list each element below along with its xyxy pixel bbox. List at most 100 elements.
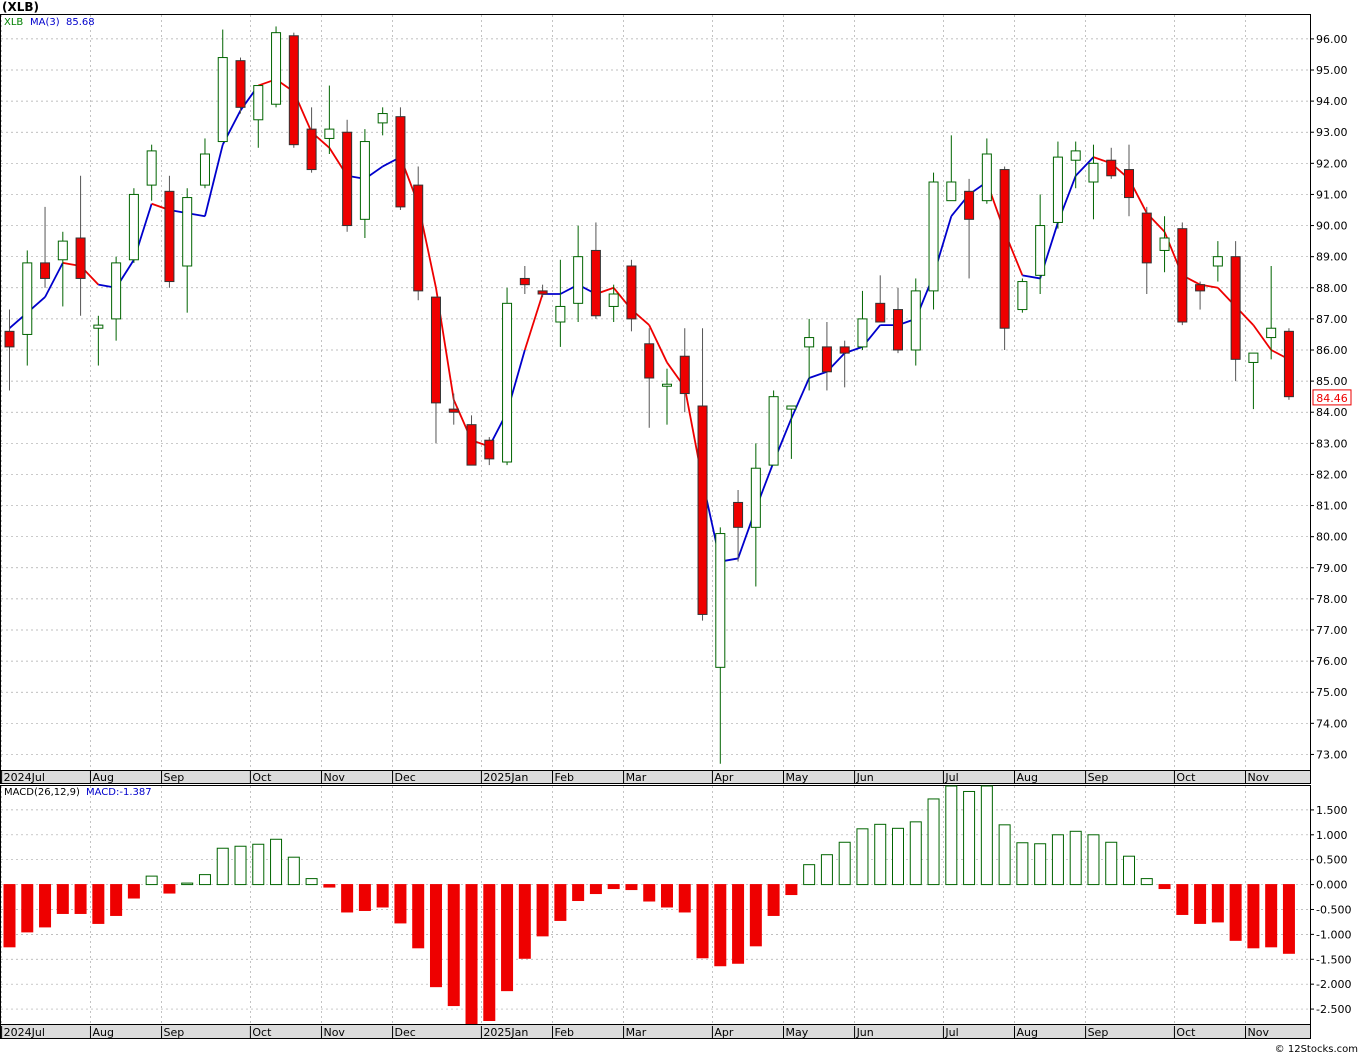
candle <box>839 340 850 388</box>
last-price-marker <box>1312 389 1352 406</box>
price-ytick-label: 81.00 <box>1316 500 1348 513</box>
candle <box>1266 266 1277 360</box>
candle-body <box>573 256 584 304</box>
macd-bar <box>945 785 958 886</box>
candle-body <box>93 324 104 329</box>
candle <box>40 206 51 288</box>
candle <box>999 166 1010 350</box>
legend-symbol: XLB <box>4 17 23 28</box>
candle-body <box>430 296 441 404</box>
candle-body <box>164 190 175 283</box>
candle <box>750 443 761 587</box>
candle <box>715 527 726 764</box>
x-tick-label: May <box>785 771 808 784</box>
macd-bar <box>874 823 887 886</box>
macd-ytick-label: 0.000 <box>1316 879 1348 892</box>
price-ytick-label: 73.00 <box>1316 748 1348 761</box>
candle-body <box>1159 237 1170 251</box>
candle-body <box>1230 256 1241 360</box>
macd-bar <box>1069 830 1082 886</box>
macd-bar <box>749 884 762 947</box>
candle-body <box>217 57 228 143</box>
candle-body <box>128 193 139 261</box>
candle <box>768 390 779 466</box>
candle <box>359 129 370 238</box>
candle <box>733 490 744 562</box>
candle-body <box>1248 352 1259 363</box>
price-ytick-label: 86.00 <box>1316 344 1348 357</box>
macd-bar <box>1087 834 1100 886</box>
candle <box>448 393 459 425</box>
candle <box>1159 216 1170 273</box>
candle-body <box>857 318 868 348</box>
x-tick-label: Oct <box>252 1026 272 1039</box>
macd-bar <box>181 882 194 886</box>
price-ytick-label: 94.00 <box>1316 95 1348 108</box>
candle <box>1195 281 1206 310</box>
macd-bar <box>270 838 283 886</box>
candle-body <box>608 293 619 307</box>
ma3-segment <box>808 370 828 379</box>
macd-bar <box>660 884 673 908</box>
candle-body <box>359 141 370 220</box>
candle <box>1230 241 1241 382</box>
candle-body <box>519 277 530 286</box>
x-tick-label: Jul <box>944 1026 958 1039</box>
candle-body <box>839 346 850 354</box>
candle-body <box>22 262 33 335</box>
candle <box>1124 144 1135 217</box>
macd-bar <box>234 845 247 886</box>
candle <box>93 315 104 366</box>
x-tick-label: Jun <box>856 771 874 784</box>
macd-bar <box>1034 843 1047 886</box>
candle-body <box>910 290 921 351</box>
macd-bar <box>1282 884 1295 954</box>
x-tick-label: Nov <box>1248 771 1270 784</box>
macd-ytick-label: -2.500 <box>1316 1003 1351 1016</box>
x-tick-label: Nov <box>323 771 345 784</box>
candle-body <box>697 405 708 615</box>
candle-body <box>111 262 122 320</box>
macd-bar <box>110 884 123 916</box>
candle <box>679 328 690 413</box>
macd-bar <box>678 884 691 913</box>
candle-body <box>1266 327 1277 339</box>
macd-bar <box>518 884 531 959</box>
price-ytick-label: 95.00 <box>1316 64 1348 77</box>
macd-bar <box>429 884 442 988</box>
candle <box>199 138 210 189</box>
macd-bar <box>1265 884 1278 948</box>
candle <box>893 287 903 354</box>
price-ytick-label: 92.00 <box>1316 157 1348 170</box>
macd-bar <box>3 884 16 948</box>
macd-bar <box>1176 884 1189 915</box>
candle-body <box>253 85 264 121</box>
macd-bar <box>589 884 602 895</box>
candle <box>1141 206 1152 294</box>
macd-bar <box>145 875 158 886</box>
x-tick-label: Aug <box>92 1026 113 1039</box>
candle <box>1070 141 1081 189</box>
macd-bar <box>820 854 833 886</box>
candle <box>484 437 495 466</box>
price-ytick-label: 74.00 <box>1316 717 1348 730</box>
macd-bar <box>163 884 176 894</box>
macd-ytick-label: -0.500 <box>1316 903 1351 916</box>
price-ytick-label: 75.00 <box>1316 686 1348 699</box>
candle <box>57 231 68 307</box>
candle <box>466 415 477 466</box>
macd-bar <box>341 884 354 913</box>
candle-body <box>626 265 637 320</box>
candle <box>324 85 335 154</box>
x-tick-label: Feb <box>554 771 573 784</box>
ma3-segment <box>44 262 64 298</box>
candle-body <box>715 533 726 668</box>
candle-body <box>946 181 957 202</box>
macd-bar <box>287 856 300 886</box>
candle-body <box>804 337 815 348</box>
x-tick-label: Jul <box>944 771 958 784</box>
price-ytick-label: 79.00 <box>1316 562 1348 575</box>
candle <box>430 296 441 444</box>
